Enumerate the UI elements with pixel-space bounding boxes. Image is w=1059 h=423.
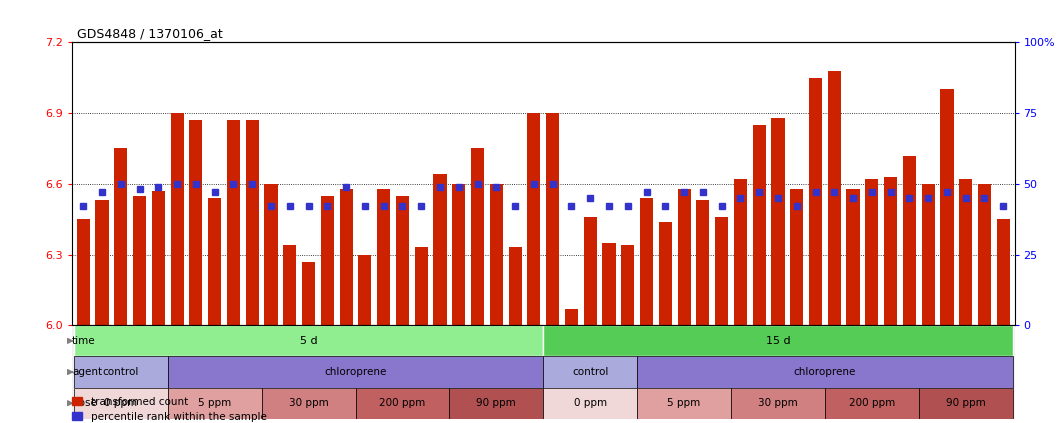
Bar — [865, 179, 878, 325]
Text: GDS4848 / 1370106_at: GDS4848 / 1370106_at — [77, 27, 223, 40]
Bar — [508, 247, 522, 325]
Bar — [167, 387, 262, 419]
Bar — [74, 357, 167, 387]
Bar — [415, 247, 428, 325]
Bar — [825, 387, 919, 419]
Bar — [356, 387, 449, 419]
Bar — [828, 71, 841, 325]
Bar — [209, 198, 221, 325]
Text: 0 ppm: 0 ppm — [574, 398, 607, 408]
Bar — [959, 179, 972, 325]
Text: 5 d: 5 d — [300, 336, 318, 346]
Bar — [321, 195, 334, 325]
Bar — [715, 217, 729, 325]
Bar — [884, 177, 897, 325]
Bar — [638, 357, 1012, 387]
Text: 5 ppm: 5 ppm — [667, 398, 701, 408]
Bar — [190, 120, 202, 325]
Bar — [471, 148, 484, 325]
Text: 30 ppm: 30 ppm — [758, 398, 797, 408]
Bar — [696, 201, 710, 325]
Bar — [358, 255, 372, 325]
Bar — [903, 156, 916, 325]
Bar — [133, 195, 146, 325]
Bar — [977, 184, 991, 325]
Text: 5 ppm: 5 ppm — [198, 398, 231, 408]
Bar — [114, 148, 127, 325]
Bar — [227, 120, 240, 325]
Text: dose: dose — [72, 398, 97, 408]
Bar — [489, 184, 503, 325]
Bar — [95, 201, 109, 325]
Bar — [622, 245, 634, 325]
Bar — [846, 189, 860, 325]
Bar — [246, 120, 258, 325]
Bar — [543, 357, 638, 387]
Text: 200 ppm: 200 ppm — [379, 398, 426, 408]
Bar — [753, 125, 766, 325]
Bar — [603, 243, 615, 325]
Text: time: time — [72, 336, 95, 346]
Bar — [771, 118, 785, 325]
Bar — [167, 357, 543, 387]
Text: chloroprene: chloroprene — [793, 367, 856, 377]
Text: control: control — [103, 367, 139, 377]
Bar — [74, 387, 167, 419]
Bar — [564, 309, 578, 325]
Bar — [452, 184, 465, 325]
Bar — [302, 262, 316, 325]
Bar — [546, 113, 559, 325]
Text: 90 ppm: 90 ppm — [477, 398, 516, 408]
Bar — [659, 222, 671, 325]
Bar — [396, 195, 409, 325]
Bar — [638, 387, 731, 419]
Bar — [377, 189, 391, 325]
Bar — [283, 245, 297, 325]
Text: 0 ppm: 0 ppm — [104, 398, 138, 408]
Bar — [734, 179, 747, 325]
Bar — [265, 184, 277, 325]
Legend: transformed count, percentile rank within the sample: transformed count, percentile rank withi… — [72, 397, 267, 422]
Bar — [678, 189, 690, 325]
Bar — [940, 90, 953, 325]
Bar — [921, 184, 935, 325]
Bar — [997, 219, 1010, 325]
Bar — [170, 113, 183, 325]
Bar — [449, 387, 543, 419]
Text: control: control — [572, 367, 608, 377]
Bar — [76, 219, 90, 325]
Text: 200 ppm: 200 ppm — [848, 398, 895, 408]
Text: agent: agent — [72, 367, 103, 377]
Text: 90 ppm: 90 ppm — [946, 398, 986, 408]
Bar — [919, 387, 1012, 419]
Bar — [433, 174, 447, 325]
Bar — [262, 387, 356, 419]
Bar — [543, 325, 1012, 357]
Text: 15 d: 15 d — [766, 336, 790, 346]
Bar — [584, 217, 597, 325]
Bar — [74, 325, 543, 357]
Bar — [731, 387, 825, 419]
Bar — [527, 113, 540, 325]
Bar — [790, 189, 804, 325]
Bar — [340, 189, 353, 325]
Text: chloroprene: chloroprene — [324, 367, 387, 377]
Bar — [543, 387, 638, 419]
Bar — [809, 78, 822, 325]
Bar — [640, 198, 653, 325]
Bar — [151, 191, 165, 325]
Text: 30 ppm: 30 ppm — [289, 398, 328, 408]
